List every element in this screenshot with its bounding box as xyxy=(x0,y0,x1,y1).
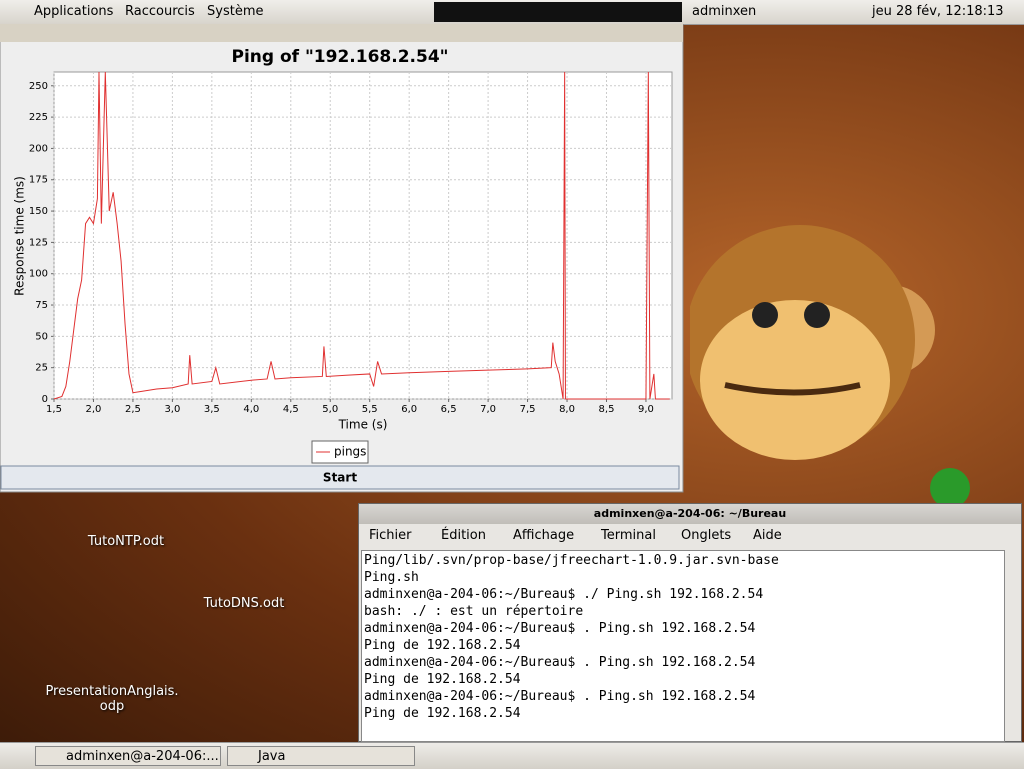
x-axis-label: Time (s) xyxy=(338,418,388,432)
eye xyxy=(752,302,778,328)
eye xyxy=(804,302,830,328)
start-button[interactable] xyxy=(0,465,680,490)
y-tick-label: 0 xyxy=(42,394,48,405)
monkey-wallpaper xyxy=(690,225,935,460)
bottom-panel: adminxen@a-204-06:... Java xyxy=(0,742,1024,769)
menu[interactable]: Raccourcis xyxy=(125,4,195,19)
x-tick-label: 3,5 xyxy=(204,404,220,415)
menu-item[interactable]: Fichier xyxy=(369,528,412,543)
system-monitor xyxy=(434,2,682,22)
check-icon xyxy=(930,468,970,508)
y-tick-label: 150 xyxy=(29,206,48,217)
menu-item[interactable]: Terminal xyxy=(601,528,656,543)
button-label: Start xyxy=(323,471,357,485)
x-tick-label: 4,5 xyxy=(283,404,299,415)
terminal-line: Ping de 192.168.2.54 xyxy=(364,638,521,653)
face xyxy=(700,300,890,460)
legend xyxy=(311,440,369,464)
taskbar-item[interactable]: adminxen@a-204-06:... xyxy=(35,746,221,766)
plot-area xyxy=(53,71,673,400)
terminal-line: Ping de 192.168.2.54 xyxy=(364,706,521,721)
menu-item[interactable]: Onglets xyxy=(681,528,732,543)
user[interactable]: adminxen xyxy=(692,4,757,19)
x-tick-label: 4,0 xyxy=(243,404,259,415)
desktop-icon[interactable]: PresentationAnglais. odp xyxy=(42,684,182,714)
x-tick-label: 5,0 xyxy=(322,404,338,415)
menu-item[interactable]: Affichage xyxy=(513,528,575,543)
y-tick-label: 100 xyxy=(29,269,48,280)
chart-window: Ping of "192.168.2.54" Time (s) Response… xyxy=(0,24,684,493)
y-tick-label: 50 xyxy=(35,331,48,342)
terminal-line: adminxen@a-204-06:~/Bureau$ . Ping.sh 19… xyxy=(364,621,756,636)
taskbar-item[interactable]: Java xyxy=(227,746,415,766)
top-panel: Applications Raccourcis Système adminxen… xyxy=(0,0,1024,25)
y-tick-label: 25 xyxy=(35,363,48,374)
icon-label: odp xyxy=(99,699,125,714)
desktop-icon[interactable]: TutoNTP.odt xyxy=(87,534,165,549)
y-tick-label: 175 xyxy=(29,175,48,186)
x-tick-label: 7,0 xyxy=(480,404,496,415)
y-tick-label: 225 xyxy=(29,112,48,123)
menu[interactable]: Applications xyxy=(34,4,114,19)
icon-label: PresentationAnglais. xyxy=(45,684,179,699)
menu-item[interactable]: Aide xyxy=(753,528,782,543)
x-tick-label: 2,0 xyxy=(86,404,102,415)
window-title: adminxen@a-204-06: ~/Bureau xyxy=(359,504,1021,524)
terminal-body[interactable]: Ping/lib/.svn/prop-base/jfreechart-1.0.9… xyxy=(361,550,1005,742)
terminal-line: adminxen@a-204-06:~/Bureau$ ./ Ping.sh 1… xyxy=(364,587,764,602)
line xyxy=(53,71,670,400)
terminal-line: Ping de 192.168.2.54 xyxy=(364,672,521,687)
chart-title: Ping of "192.168.2.54" xyxy=(231,47,448,67)
x-tick-label: 5,5 xyxy=(362,404,378,415)
y-tick-label: 75 xyxy=(35,300,48,311)
clock[interactable]: jeu 28 fév, 12:18:13 xyxy=(872,4,1004,19)
desktop-icon[interactable]: TutoDNS.odt xyxy=(203,596,285,611)
x-tick-label: 1,5 xyxy=(46,404,62,415)
y-tick-label: 250 xyxy=(29,81,48,92)
x-tick-label: 2,5 xyxy=(125,404,141,415)
legend-label: pings xyxy=(334,445,366,459)
terminal-line: adminxen@a-204-06:~/Bureau$ . Ping.sh 19… xyxy=(364,655,756,670)
terminal-line: bash: ./ : est un répertoire xyxy=(364,604,584,619)
terminal-line: adminxen@a-204-06:~/Bureau$ . Ping.sh 19… xyxy=(364,689,756,704)
y-tick-label: 125 xyxy=(29,237,48,248)
window-titlebar xyxy=(0,24,683,42)
x-tick-label: 3,0 xyxy=(164,404,180,415)
terminal-line: Ping/lib/.svn/prop-base/jfreechart-1.0.9… xyxy=(364,553,779,568)
x-tick-label: 6,0 xyxy=(401,404,417,415)
terminal-line: Ping.sh xyxy=(364,570,419,585)
x-tick-label: 6,5 xyxy=(441,404,457,415)
y-tick-label: 200 xyxy=(29,143,48,154)
x-tick-label: 8,5 xyxy=(599,404,615,415)
x-tick-label: 9,0 xyxy=(638,404,654,415)
mouth xyxy=(724,382,861,396)
x-tick-label: 8,0 xyxy=(559,404,575,415)
y-axis-label: Response time (ms) xyxy=(13,176,27,296)
menu-item[interactable]: Édition xyxy=(441,528,486,543)
x-tick-label: 7,5 xyxy=(520,404,536,415)
menu[interactable]: Système xyxy=(207,4,264,19)
terminal-window: adminxen@a-204-06: ~/Bureau Fichier Éditi… xyxy=(358,503,1022,742)
